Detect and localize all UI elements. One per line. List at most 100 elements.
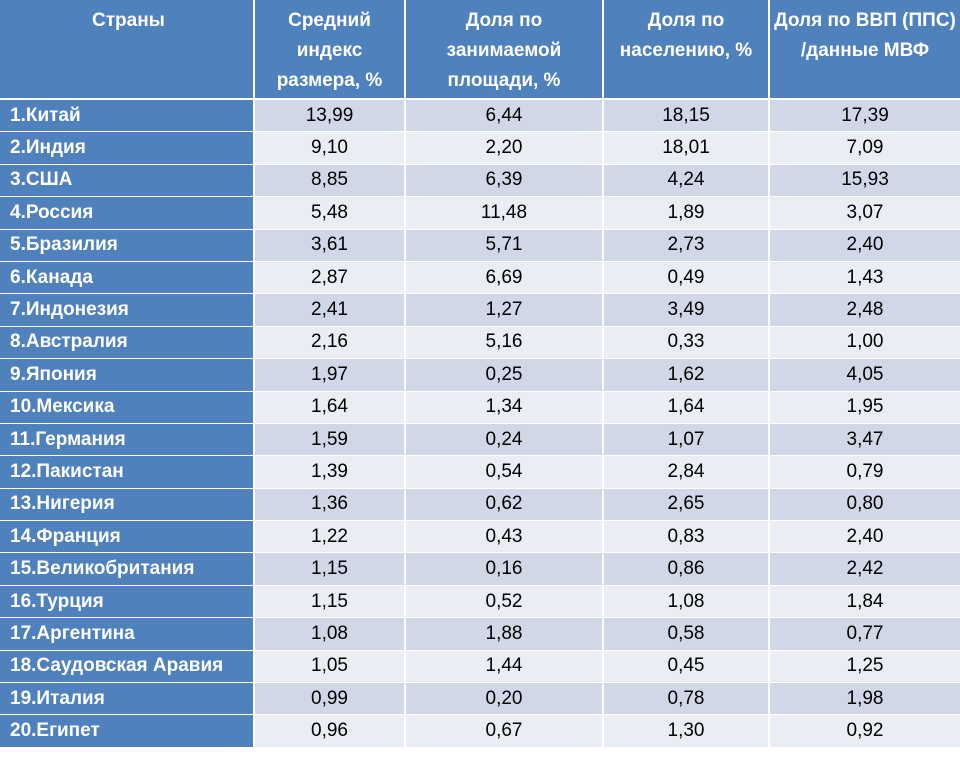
header-average-size-index: Средний индекс размера, %	[255, 0, 406, 100]
population-share-cell: 0,45	[604, 650, 770, 684]
population-share-cell: 0,58	[604, 618, 770, 651]
table-row: 8.Австралия 2,16 5,16 0,33 1,00	[0, 326, 960, 360]
gdp-share-cell: 3,07	[770, 197, 960, 230]
population-share-cell: 0,78	[604, 683, 770, 716]
country-name-cell: 3.США	[0, 164, 255, 198]
table-row: 14.Франция 1,22 0,43 0,83 2,40	[0, 521, 960, 554]
population-share-cell: 2,73	[604, 229, 770, 262]
area-share-cell: 1,44	[406, 650, 604, 684]
population-share-cell: 0,33	[604, 326, 770, 360]
gdp-share-cell: 1,95	[770, 391, 960, 424]
country-name-cell: 13.Нигерия	[0, 488, 255, 522]
gdp-share-cell: 2,48	[770, 294, 960, 327]
area-share-cell: 0,67	[406, 715, 604, 748]
population-share-cell: 2,65	[604, 488, 770, 522]
table-row: 1.Китай 13,99 6,44 18,15 17,39	[0, 100, 960, 133]
gdp-share-cell: 4,05	[770, 359, 960, 392]
header-area-share: Доля по занимаемой площади, %	[406, 0, 604, 100]
average-size-index-cell: 1,22	[255, 521, 406, 554]
table-row: 4.Россия 5,48 11,48 1,89 3,07	[0, 197, 960, 230]
gdp-share-cell: 3,47	[770, 423, 960, 457]
population-share-cell: 1,08	[604, 585, 770, 619]
area-share-cell: 5,16	[406, 326, 604, 360]
table-row: 2.Индия 9,10 2,20 18,01 7,09	[0, 132, 960, 165]
gdp-share-cell: 2,40	[770, 229, 960, 262]
area-share-cell: 11,48	[406, 197, 604, 230]
table-row: 5.Бразилия 3,61 5,71 2,73 2,40	[0, 229, 960, 262]
average-size-index-cell: 1,59	[255, 423, 406, 457]
country-name-cell: 19.Италия	[0, 683, 255, 716]
gdp-share-cell: 7,09	[770, 132, 960, 165]
gdp-share-cell: 0,92	[770, 715, 960, 748]
average-size-index-cell: 5,48	[255, 197, 406, 230]
gdp-share-cell: 2,40	[770, 521, 960, 554]
table-row: 20.Египет 0,96 0,67 1,30 0,92	[0, 715, 960, 748]
gdp-share-cell: 1,43	[770, 261, 960, 295]
gdp-share-cell: 1,84	[770, 585, 960, 619]
area-share-cell: 0,43	[406, 521, 604, 554]
average-size-index-cell: 1,05	[255, 650, 406, 684]
country-name-cell: 15.Великобритания	[0, 553, 255, 586]
country-name-cell: 17.Аргентина	[0, 618, 255, 651]
area-share-cell: 0,16	[406, 553, 604, 586]
average-size-index-cell: 1,64	[255, 391, 406, 424]
area-share-cell: 6,39	[406, 164, 604, 198]
gdp-share-cell: 1,25	[770, 650, 960, 684]
population-share-cell: 0,83	[604, 521, 770, 554]
average-size-index-cell: 0,96	[255, 715, 406, 748]
area-share-cell: 1,88	[406, 618, 604, 651]
table-row: 6.Канада 2,87 6,69 0,49 1,43	[0, 261, 960, 295]
country-name-cell: 8.Австралия	[0, 326, 255, 360]
table-row: 3.США 8,85 6,39 4,24 15,93	[0, 164, 960, 198]
average-size-index-cell: 9,10	[255, 132, 406, 165]
population-share-cell: 1,64	[604, 391, 770, 424]
gdp-share-cell: 0,79	[770, 456, 960, 489]
table-row: 16.Турция 1,15 0,52 1,08 1,84	[0, 585, 960, 619]
gdp-share-cell: 0,80	[770, 488, 960, 522]
table-row: 18.Саудовская Аравия 1,05 1,44 0,45 1,25	[0, 650, 960, 684]
table-row: 17.Аргентина 1,08 1,88 0,58 0,77	[0, 618, 960, 651]
average-size-index-cell: 3,61	[255, 229, 406, 262]
country-name-cell: 4.Россия	[0, 197, 255, 230]
average-size-index-cell: 1,36	[255, 488, 406, 522]
area-share-cell: 6,69	[406, 261, 604, 295]
average-size-index-cell: 2,41	[255, 294, 406, 327]
area-share-cell: 1,34	[406, 391, 604, 424]
gdp-share-cell: 1,00	[770, 326, 960, 360]
area-share-cell: 0,24	[406, 423, 604, 457]
country-name-cell: 14.Франция	[0, 521, 255, 554]
population-share-cell: 4,24	[604, 164, 770, 198]
gdp-share-cell: 17,39	[770, 100, 960, 133]
average-size-index-cell: 0,99	[255, 683, 406, 716]
area-share-cell: 0,25	[406, 359, 604, 392]
country-name-cell: 6.Канада	[0, 261, 255, 295]
population-share-cell: 3,49	[604, 294, 770, 327]
table-row: 7.Индонезия 2,41 1,27 3,49 2,48	[0, 294, 960, 327]
country-name-cell: 9.Япония	[0, 359, 255, 392]
table-row: 9.Япония 1,97 0,25 1,62 4,05	[0, 359, 960, 392]
average-size-index-cell: 1,15	[255, 553, 406, 586]
population-share-cell: 2,84	[604, 456, 770, 489]
average-size-index-cell: 2,16	[255, 326, 406, 360]
population-share-cell: 18,01	[604, 132, 770, 165]
average-size-index-cell: 2,87	[255, 261, 406, 295]
table-row: 19.Италия 0,99 0,20 0,78 1,98	[0, 683, 960, 716]
area-share-cell: 0,62	[406, 488, 604, 522]
population-share-cell: 1,30	[604, 715, 770, 748]
population-share-cell: 1,07	[604, 423, 770, 457]
gdp-share-cell: 2,42	[770, 553, 960, 586]
country-name-cell: 16.Турция	[0, 585, 255, 619]
table-row: 13.Нигерия 1,36 0,62 2,65 0,80	[0, 488, 960, 522]
population-share-cell: 1,89	[604, 197, 770, 230]
country-name-cell: 12.Пакистан	[0, 456, 255, 489]
area-share-cell: 2,20	[406, 132, 604, 165]
population-share-cell: 18,15	[604, 100, 770, 133]
area-share-cell: 1,27	[406, 294, 604, 327]
table-header: Страны Средний индекс размера, % Доля по…	[0, 0, 960, 100]
average-size-index-cell: 1,39	[255, 456, 406, 489]
table-body: 1.Китай 13,99 6,44 18,15 17,39 2.Индия 9,10 2,2…	[0, 100, 960, 748]
table-row: 10.Мексика 1,64 1,34 1,64 1,95	[0, 391, 960, 424]
table-row: 11.Германия 1,59 0,24 1,07 3,47	[0, 423, 960, 457]
